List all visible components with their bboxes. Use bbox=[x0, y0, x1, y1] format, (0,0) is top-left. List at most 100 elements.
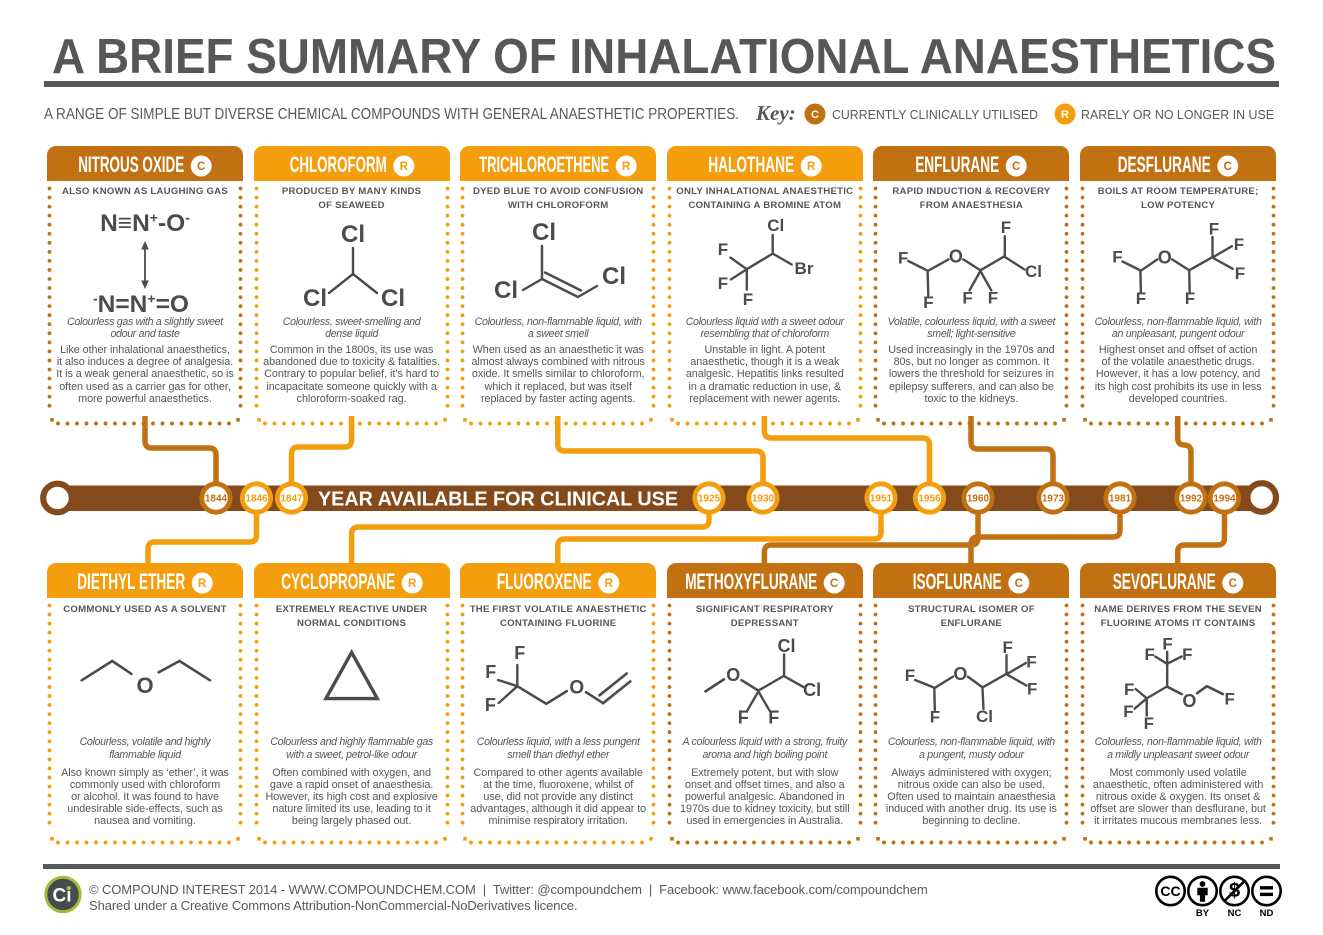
svg-text:1846: 1846 bbox=[245, 494, 268, 505]
svg-text:F: F bbox=[718, 240, 728, 259]
svg-text:NC: NC bbox=[1228, 908, 1242, 919]
svg-text:R: R bbox=[1061, 109, 1069, 121]
svg-text:FLUOROXENE: FLUOROXENE bbox=[497, 569, 592, 594]
svg-text:Cl: Cl bbox=[1025, 262, 1042, 281]
svg-text:R: R bbox=[399, 161, 408, 173]
svg-text:F: F bbox=[930, 708, 940, 727]
svg-text:1844: 1844 bbox=[205, 494, 228, 505]
svg-text:DESFLURANE: DESFLURANE bbox=[1118, 152, 1211, 177]
svg-text:DIETHYL ETHER: DIETHYL ETHER bbox=[77, 569, 185, 594]
svg-text:METHOXYFLURANE: METHOXYFLURANE bbox=[685, 569, 817, 594]
svg-text:C: C bbox=[1224, 161, 1232, 173]
svg-text:F: F bbox=[1235, 264, 1245, 283]
svg-text:C: C bbox=[1012, 161, 1020, 173]
svg-text:F: F bbox=[1003, 638, 1013, 657]
svg-text:O: O bbox=[1158, 247, 1172, 267]
svg-text:Cl: Cl bbox=[976, 707, 993, 726]
svg-text:F: F bbox=[514, 643, 525, 663]
svg-text:F: F bbox=[1144, 714, 1154, 733]
svg-text:Cl: Cl bbox=[341, 221, 365, 248]
svg-text:F: F bbox=[743, 290, 753, 309]
svg-text:Cl: Cl bbox=[767, 216, 784, 235]
svg-text:1925: 1925 bbox=[698, 494, 721, 505]
svg-text:1973: 1973 bbox=[1042, 494, 1065, 505]
svg-text:1930: 1930 bbox=[752, 494, 775, 505]
svg-text:F: F bbox=[1136, 289, 1146, 308]
svg-text:Br: Br bbox=[794, 259, 813, 278]
svg-text:F: F bbox=[1001, 218, 1011, 237]
svg-text:F: F bbox=[1123, 702, 1133, 721]
svg-text:A RANGE OF SIMPLE BUT DIVERSE: A RANGE OF SIMPLE BUT DIVERSE CHEMICAL C… bbox=[44, 106, 739, 123]
svg-text:NITROUS OXIDE: NITROUS OXIDE bbox=[78, 152, 184, 177]
svg-text:YEAR AVAILABLE FOR CLINICAL US: YEAR AVAILABLE FOR CLINICAL USE bbox=[318, 488, 678, 511]
svg-text:F: F bbox=[1112, 248, 1122, 267]
svg-text:1951: 1951 bbox=[870, 494, 893, 505]
svg-text:F: F bbox=[737, 708, 748, 728]
svg-text:Cl: Cl bbox=[532, 219, 556, 246]
svg-text:F: F bbox=[768, 708, 779, 728]
svg-text:Cl: Cl bbox=[803, 680, 821, 700]
svg-text:C: C bbox=[1015, 578, 1023, 590]
svg-text:TRICHLOROETHENE: TRICHLOROETHENE bbox=[479, 152, 609, 177]
svg-text:1847: 1847 bbox=[280, 494, 303, 505]
svg-text:1960: 1960 bbox=[967, 494, 990, 505]
svg-text:CHLOROFORM: CHLOROFORM bbox=[289, 152, 386, 177]
svg-text:F: F bbox=[1145, 645, 1155, 664]
svg-text:RARELY OR NO LONGER IN USE: RARELY OR NO LONGER IN USE bbox=[1081, 107, 1274, 122]
svg-text:R: R bbox=[198, 578, 207, 590]
svg-text:1956: 1956 bbox=[918, 494, 941, 505]
svg-text:Cl: Cl bbox=[381, 285, 405, 312]
svg-text:F: F bbox=[924, 293, 934, 312]
svg-text:BY: BY bbox=[1196, 908, 1210, 919]
svg-text:O: O bbox=[136, 673, 153, 698]
svg-text:C: C bbox=[830, 578, 838, 590]
svg-text:F: F bbox=[1027, 652, 1037, 671]
svg-text:Ci: Ci bbox=[53, 886, 72, 907]
svg-text:F: F bbox=[963, 289, 973, 308]
svg-text:O: O bbox=[726, 665, 740, 685]
svg-text:A BRIEF SUMMARY OF INHALATIONA: A BRIEF SUMMARY OF INHALATIONAL ANAESTHE… bbox=[52, 29, 1276, 84]
svg-text:C: C bbox=[811, 109, 819, 121]
svg-text:F: F bbox=[1162, 635, 1172, 654]
svg-text:-N=N+=O: -N=N+=O bbox=[93, 291, 189, 319]
svg-text:C: C bbox=[1229, 578, 1237, 590]
svg-text:Cl: Cl bbox=[602, 263, 626, 290]
svg-text:F: F bbox=[1225, 689, 1235, 708]
svg-text:F: F bbox=[898, 248, 908, 267]
svg-text:1992: 1992 bbox=[1180, 494, 1203, 505]
svg-text:O: O bbox=[1182, 691, 1196, 711]
svg-text:CURRENTLY CLINICALLY UTILISED: CURRENTLY CLINICALLY UTILISED bbox=[832, 107, 1038, 122]
svg-text:F: F bbox=[1209, 220, 1219, 239]
svg-text:R: R bbox=[408, 578, 417, 590]
svg-text:SEVOFLURANE: SEVOFLURANE bbox=[1113, 569, 1216, 594]
svg-text:ISOFLURANE: ISOFLURANE bbox=[913, 569, 1002, 594]
svg-text:F: F bbox=[485, 695, 496, 715]
svg-text:F: F bbox=[1124, 680, 1134, 699]
svg-text:CC: CC bbox=[1160, 883, 1180, 899]
svg-text:O: O bbox=[570, 678, 585, 699]
svg-text:F: F bbox=[1234, 235, 1244, 254]
svg-text:Key:: Key: bbox=[755, 101, 796, 125]
svg-text:ND: ND bbox=[1260, 908, 1274, 919]
svg-text:CYCLOPROPANE: CYCLOPROPANE bbox=[281, 569, 395, 594]
svg-text:Cl: Cl bbox=[777, 636, 795, 656]
svg-text:O: O bbox=[949, 247, 963, 267]
svg-text:HALOTHANE: HALOTHANE bbox=[708, 152, 794, 177]
svg-text:R: R bbox=[605, 578, 614, 590]
svg-text:C: C bbox=[197, 161, 205, 173]
svg-text:Cl: Cl bbox=[494, 277, 518, 304]
svg-text:1994: 1994 bbox=[1213, 494, 1236, 505]
svg-text:F: F bbox=[1027, 680, 1037, 699]
svg-text:1981: 1981 bbox=[1109, 494, 1132, 505]
svg-text:F: F bbox=[988, 289, 998, 308]
svg-text:ENFLURANE: ENFLURANE bbox=[916, 152, 1000, 177]
svg-text:F: F bbox=[485, 662, 496, 682]
svg-text:O: O bbox=[954, 664, 968, 684]
svg-text:R: R bbox=[807, 161, 816, 173]
svg-text:N≡N+-O-: N≡N+-O- bbox=[100, 210, 190, 238]
svg-text:F: F bbox=[1182, 645, 1192, 664]
svg-text:F: F bbox=[1185, 289, 1195, 308]
svg-text:F: F bbox=[718, 274, 728, 293]
svg-text:F: F bbox=[905, 666, 915, 685]
svg-text:R: R bbox=[622, 161, 631, 173]
